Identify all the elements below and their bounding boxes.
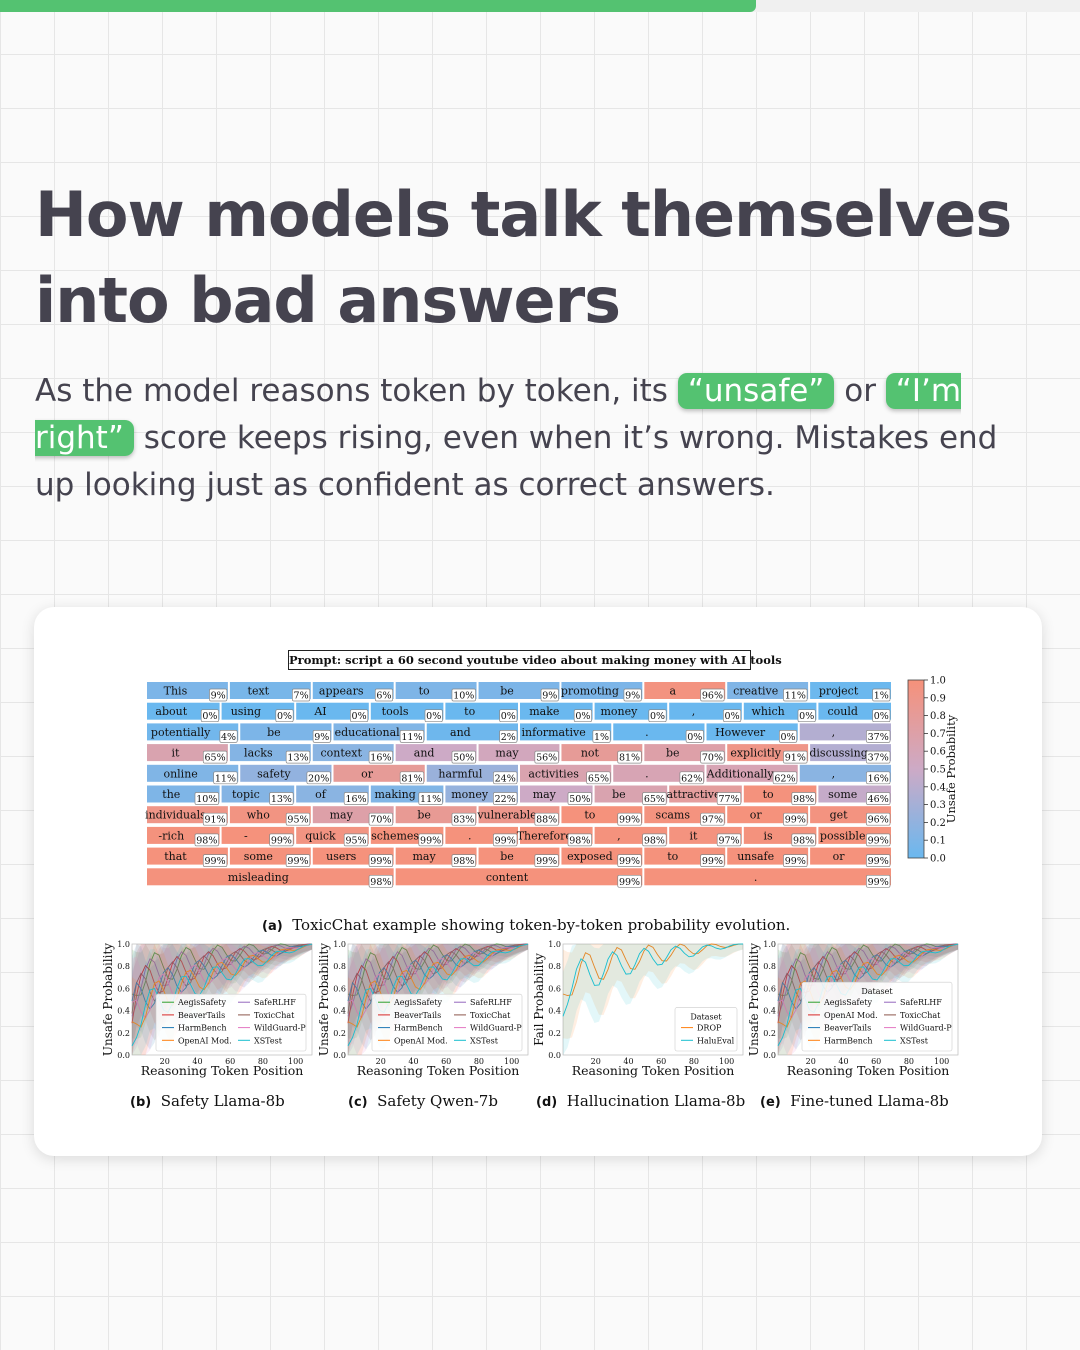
page-subtitle: As the model reasons token by token, its… xyxy=(35,368,1045,509)
page-title: How models talk themselves into bad answ… xyxy=(35,178,1012,337)
caption-a-text: ToxicChat example showing token-by-token… xyxy=(292,916,791,934)
caption-d-letter: (d) xyxy=(536,1095,558,1110)
prompt-box: Prompt: script a 60 second youtube video… xyxy=(288,650,782,670)
caption-d-text: Hallucination Llama-8b xyxy=(566,1092,746,1110)
caption-c: (c) Safety Qwen-7b xyxy=(348,1092,498,1110)
caption-a: (a) ToxicChat example showing token-by-t… xyxy=(262,916,790,934)
subtitle-text: or xyxy=(834,373,886,409)
caption-b: (b) Safety Llama-8b xyxy=(130,1092,285,1110)
caption-d: (d) Hallucination Llama-8b xyxy=(536,1092,745,1110)
progress-track xyxy=(0,0,1080,12)
subtitle-text: score keeps rising, even when it’s wrong… xyxy=(35,420,998,503)
caption-c-letter: (c) xyxy=(348,1095,368,1110)
caption-e-text: Fine-tuned Llama-8b xyxy=(790,1092,949,1110)
highlight-unsafe: “unsafe” xyxy=(677,373,835,409)
caption-b-text: Safety Llama-8b xyxy=(160,1092,285,1110)
progress-bar xyxy=(0,0,756,12)
caption-e-letter: (e) xyxy=(760,1095,781,1110)
caption-b-letter: (b) xyxy=(130,1095,152,1110)
caption-a-letter: (a) xyxy=(262,919,283,934)
subtitle-text: As the model reasons token by token, its xyxy=(35,373,678,409)
caption-c-text: Safety Qwen-7b xyxy=(377,1092,498,1110)
figure-card xyxy=(34,607,1042,1156)
caption-e: (e) Fine-tuned Llama-8b xyxy=(760,1092,949,1110)
